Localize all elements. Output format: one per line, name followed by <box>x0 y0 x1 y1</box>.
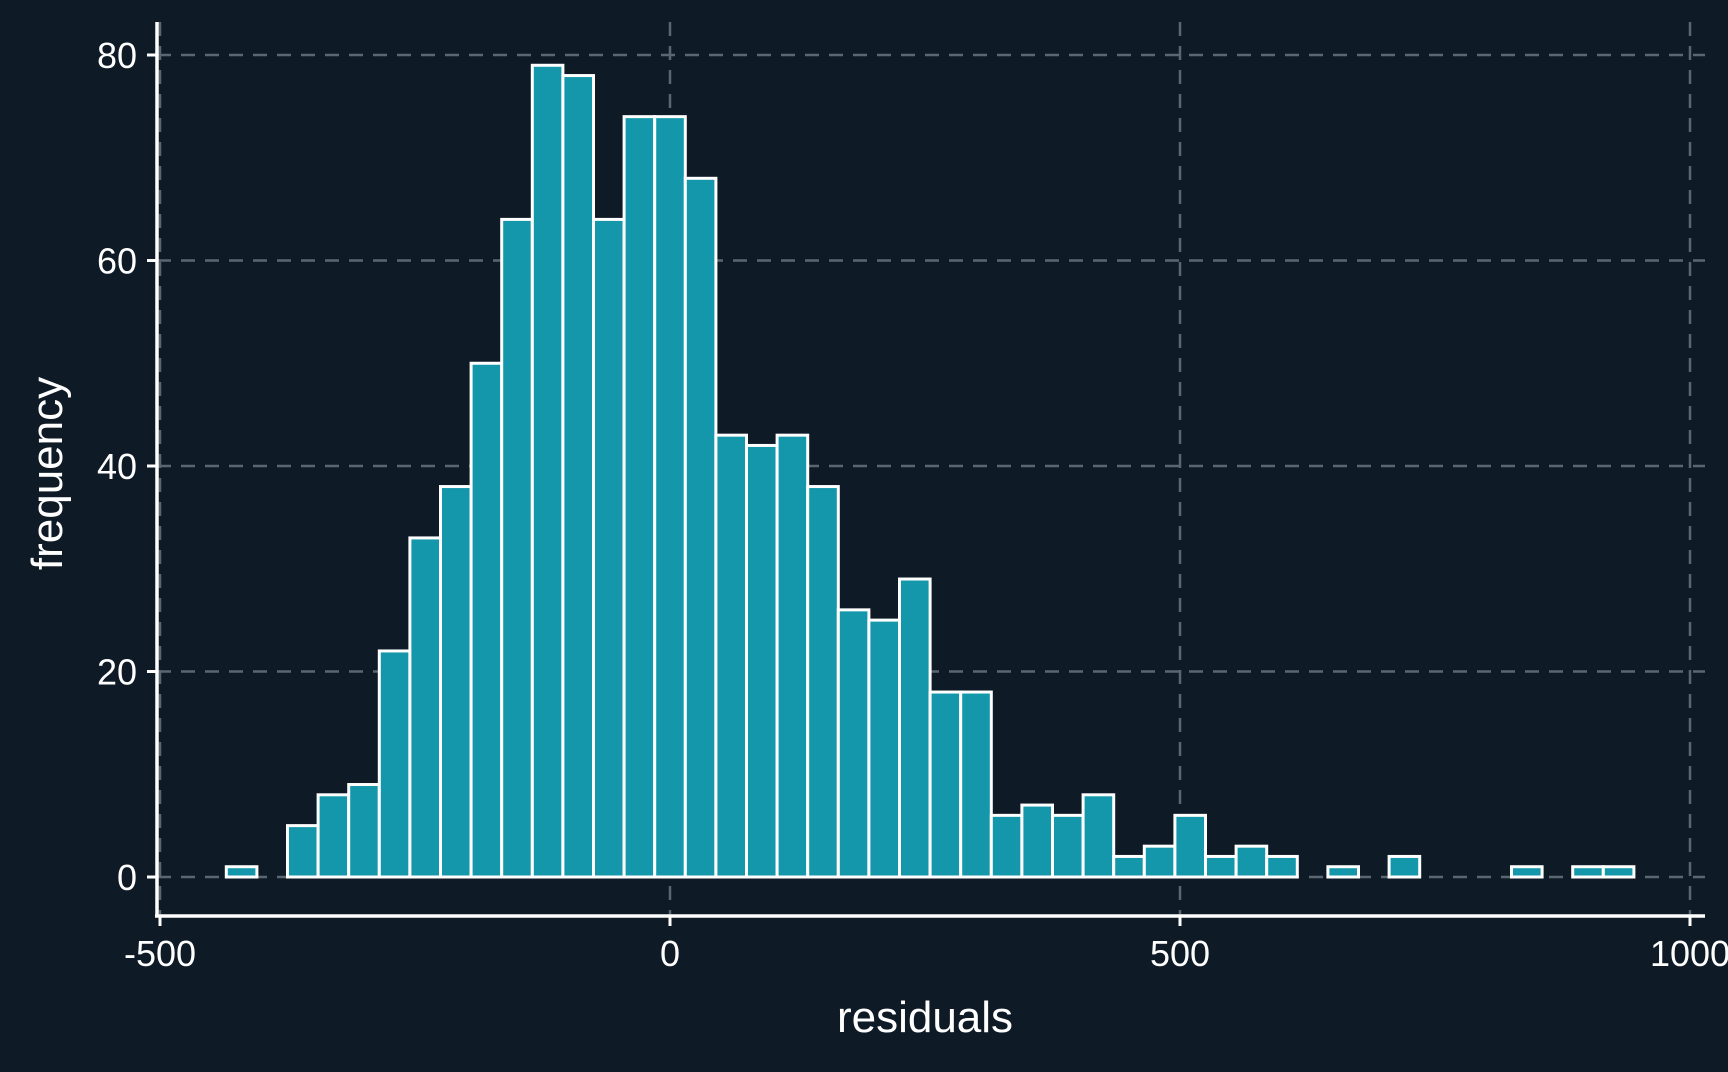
histogram-bar-21 <box>867 618 902 879</box>
histogram-bar-15 <box>683 176 718 879</box>
histogram-bar-14 <box>653 115 687 879</box>
histogram-bar-28 <box>1081 793 1116 879</box>
histogram-bar-12 <box>592 217 626 879</box>
histogram-bar-44 <box>1571 865 1605 879</box>
histogram-bar-24 <box>959 690 993 879</box>
x-axis-label: residuals <box>837 993 1013 1042</box>
histogram-bar-11 <box>561 74 596 879</box>
y-axis-label: frequency <box>23 377 72 570</box>
x-tick-label-0: -500 <box>124 933 196 974</box>
histogram-bar-26 <box>1020 803 1055 879</box>
histogram-bar-38 <box>1387 854 1422 879</box>
histogram-bar-10 <box>530 63 565 879</box>
histogram-bar-9 <box>500 217 534 879</box>
histogram-bar-23 <box>928 690 963 879</box>
histogram-bar-27 <box>1051 813 1085 879</box>
histogram-bar-5 <box>377 649 412 879</box>
x-tick-label-2: 500 <box>1150 933 1210 974</box>
histogram-bar-18 <box>775 433 810 879</box>
histogram-bar-36 <box>1326 865 1361 879</box>
histogram-bar-13 <box>622 115 657 879</box>
x-tick-label-1: 0 <box>660 933 680 974</box>
y-tick-label-3: 60 <box>97 241 137 282</box>
histogram-bar-7 <box>439 485 473 879</box>
histogram-bar-19 <box>806 485 840 879</box>
axes <box>155 22 1705 918</box>
histogram-bar-34 <box>1265 854 1299 879</box>
y-tick-label-4: 80 <box>97 35 137 76</box>
histogram-bar-4 <box>347 783 381 879</box>
histogram-bar-33 <box>1234 844 1269 879</box>
histogram-bar-31 <box>1173 813 1208 879</box>
histogram-bar-2 <box>286 824 320 879</box>
histogram-bars <box>224 63 1636 879</box>
histogram-bar-30 <box>1142 844 1177 879</box>
histogram-bar-6 <box>408 536 442 879</box>
histogram-bar-29 <box>1112 854 1146 879</box>
histogram-bar-20 <box>836 608 871 879</box>
y-tick-label-2: 40 <box>97 446 137 487</box>
tick-labels: 0 20 40 60 80 -500 0 500 1000 <box>97 35 1728 974</box>
y-tick-label-1: 20 <box>97 652 137 693</box>
histogram-bar-25 <box>989 813 1024 879</box>
histogram-bar-8 <box>469 361 504 879</box>
histogram-bar-17 <box>745 443 779 879</box>
histogram-bar-3 <box>316 793 351 879</box>
histogram-bar-16 <box>714 433 749 879</box>
histogram-bar-45 <box>1601 865 1636 879</box>
x-tick-label-3: 1000 <box>1650 933 1728 974</box>
histogram-bar-0 <box>224 865 259 879</box>
histogram-bar-32 <box>1204 854 1238 879</box>
y-tick-label-0: 0 <box>117 857 137 898</box>
histogram-bar-42 <box>1510 865 1544 879</box>
histogram-bar-22 <box>898 577 932 879</box>
